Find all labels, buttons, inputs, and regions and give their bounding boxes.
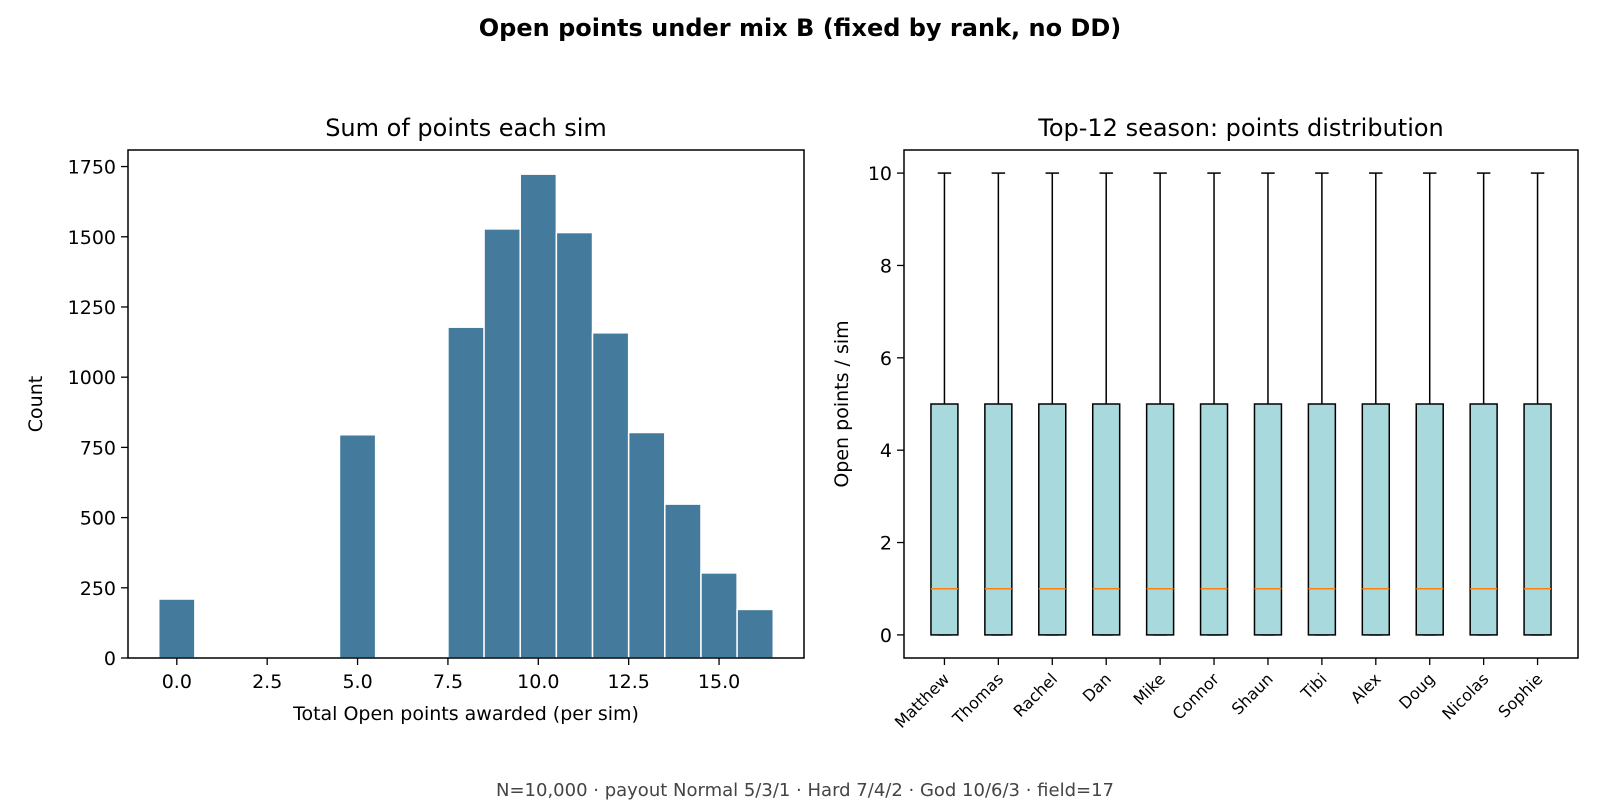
histogram-y-tick-label: 1500 bbox=[68, 227, 116, 249]
boxplot-box bbox=[1307, 403, 1337, 636]
boxplot-y-tick-label: 0 bbox=[880, 625, 892, 647]
boxplot-box bbox=[984, 403, 1013, 636]
boxplot-y-tick-label: 6 bbox=[880, 348, 892, 370]
boxplot-box bbox=[1091, 403, 1121, 636]
histogram-y-tick-label: 0 bbox=[104, 648, 116, 670]
boxplot-title: Top-12 season: points distribution bbox=[1037, 114, 1444, 142]
histogram-x-ticks: 0.0 2.5 5.0 7.5 10.0 12.5 15.0 bbox=[162, 658, 740, 693]
boxplot-box bbox=[1145, 403, 1175, 636]
histogram-bar bbox=[519, 173, 558, 659]
histogram-bar bbox=[157, 598, 196, 659]
histogram-bar bbox=[555, 231, 594, 659]
histogram-y-tick-label: 1000 bbox=[68, 367, 116, 389]
boxplot-box bbox=[1415, 403, 1444, 636]
histogram-bar bbox=[664, 503, 702, 659]
boxplot-item bbox=[1253, 172, 1283, 636]
histogram-y-tick-label: 1750 bbox=[68, 157, 116, 179]
histogram-y-axis-label: Count bbox=[25, 376, 47, 432]
histogram-bar bbox=[591, 332, 630, 659]
boxplot-box bbox=[1469, 403, 1498, 636]
boxplot-item bbox=[984, 172, 1013, 636]
histogram-bar bbox=[627, 431, 666, 659]
boxplot-box bbox=[1199, 403, 1229, 636]
figure-footnote: N=10,000 · payout Normal 5/3/1 · Hard 7/… bbox=[496, 780, 1114, 800]
histogram-x-tick-label: 15.0 bbox=[698, 671, 740, 693]
histogram-bar bbox=[447, 326, 485, 659]
boxplot-item bbox=[1523, 172, 1552, 636]
boxplot-y-tick-label: 4 bbox=[880, 440, 892, 462]
boxplot-box bbox=[930, 403, 959, 636]
histogram-y-tick-label: 1250 bbox=[68, 297, 116, 319]
boxplot-axes-frame bbox=[903, 149, 1579, 659]
histogram-bar bbox=[338, 433, 377, 659]
boxplot-y-tick-label: 2 bbox=[880, 533, 892, 555]
boxplot-box bbox=[1523, 403, 1552, 636]
boxplot-item bbox=[1469, 172, 1498, 636]
boxplot-item bbox=[1145, 172, 1175, 636]
boxplot-y-tick-label: 10 bbox=[868, 163, 892, 185]
boxplot-item bbox=[1199, 172, 1229, 636]
histogram-y-tick-label: 750 bbox=[80, 437, 116, 459]
histogram-panel: Sum of points each sim 0.0 2.5 5.0 7.5 10.0 1… bbox=[25, 114, 805, 725]
histogram-x-tick-label: 2.5 bbox=[252, 671, 282, 693]
histogram-axes-frame bbox=[127, 149, 805, 659]
histogram-title: Sum of points each sim bbox=[325, 114, 607, 142]
histogram-x-tick-label: 10.0 bbox=[517, 671, 559, 693]
boxplot-item bbox=[930, 172, 959, 636]
boxplot-boxes bbox=[930, 172, 1552, 636]
histogram-x-tick-label: 7.5 bbox=[433, 671, 463, 693]
boxplot-y-tick-label: 8 bbox=[880, 255, 892, 277]
histogram-bar bbox=[736, 608, 775, 659]
boxplot-box bbox=[1038, 403, 1067, 636]
boxplot-box bbox=[1361, 403, 1391, 636]
boxplot-item bbox=[1307, 172, 1337, 636]
boxplot-box bbox=[1253, 403, 1283, 636]
boxplot-y-ticks: 0 2 4 6 8 10 bbox=[868, 163, 904, 647]
boxplot-item bbox=[1361, 172, 1391, 636]
boxplot-item bbox=[1038, 172, 1067, 636]
boxplot-item bbox=[1091, 172, 1121, 636]
histogram-bar bbox=[700, 572, 738, 659]
histogram-x-tick-label: 0.0 bbox=[162, 671, 192, 693]
boxplot-y-axis-label: Open points / sim bbox=[831, 320, 853, 487]
histogram-y-ticks: 0 250 500 750 1000 1250 1500 1750 bbox=[68, 157, 128, 670]
histogram-y-tick-label: 500 bbox=[80, 508, 116, 530]
histogram-x-tick-label: 12.5 bbox=[608, 671, 650, 693]
histogram-bars bbox=[157, 173, 775, 659]
boxplot-item bbox=[1415, 172, 1444, 636]
histogram-x-axis-label: Total Open points awarded (per sim) bbox=[292, 703, 639, 725]
histogram-x-tick-label: 5.0 bbox=[342, 671, 372, 693]
histogram-y-tick-label: 250 bbox=[80, 578, 116, 600]
figure-suptitle: Open points under mix B (fixed by rank, … bbox=[479, 14, 1121, 42]
histogram-bar bbox=[483, 228, 521, 659]
